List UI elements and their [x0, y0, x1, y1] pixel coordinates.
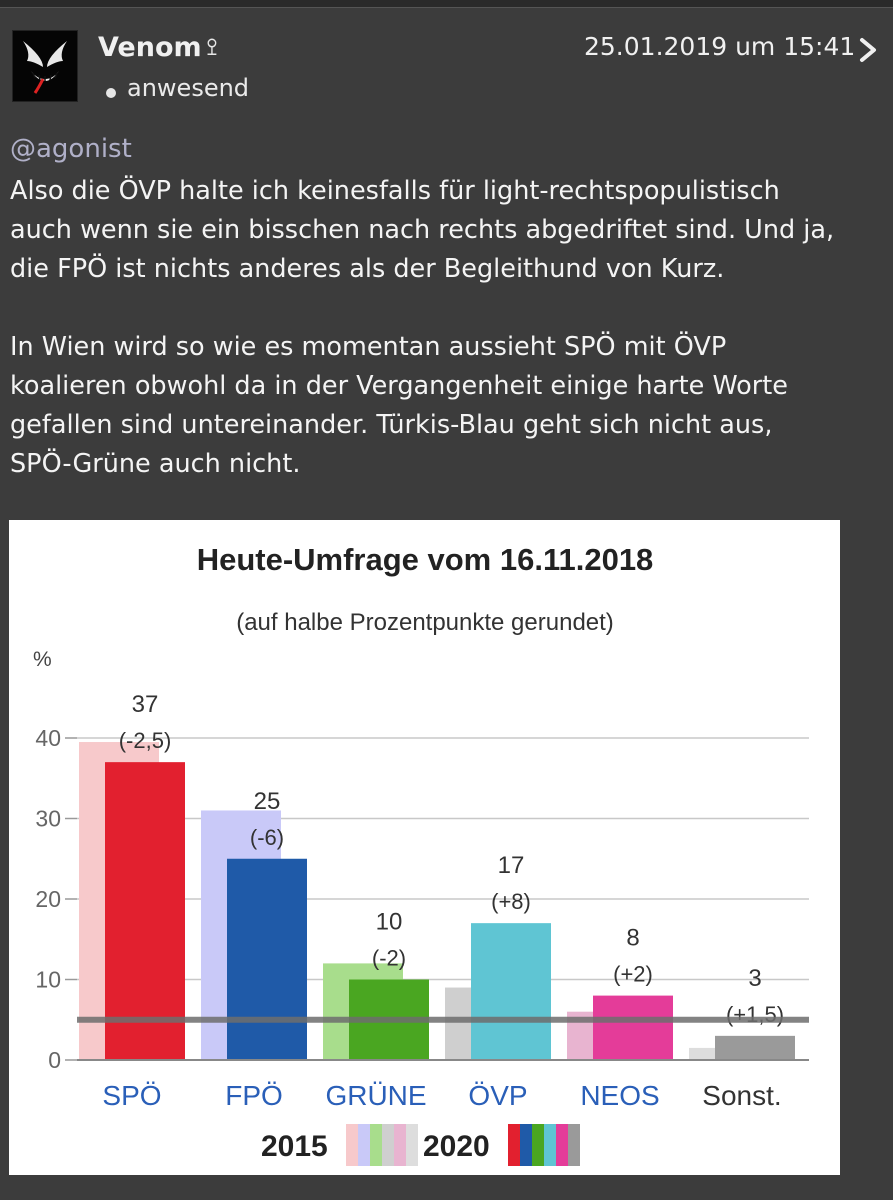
post-timestamp: 25.01.2019 um 15:41 — [584, 32, 856, 61]
y-tick-label: 30 — [35, 806, 61, 832]
bar-2020 — [593, 995, 673, 1060]
legend-2020-label: 2020 — [423, 1130, 490, 1163]
y-tick-label: 20 — [35, 886, 61, 912]
forum-post: Venom ꔌ anwesend 25.01.2019 um 15:41 @ag… — [0, 8, 893, 1200]
bar-2020 — [105, 762, 185, 1060]
value-label: 37 — [132, 691, 159, 718]
chart-title: Heute-Umfrage vom 16.11.2018 — [197, 542, 654, 577]
body-line: die FPÖ ist nichts anderes als der Begle… — [10, 254, 725, 284]
value-label: 17 — [498, 852, 525, 879]
body-line: koalieren obwohl da in der Vergangenheit… — [10, 371, 788, 401]
value-label: 8 — [626, 925, 639, 952]
category-label: SPÖ — [102, 1080, 161, 1111]
mention-link[interactable]: @agonist — [10, 134, 132, 164]
legend-2020-swatch — [532, 1124, 544, 1166]
change-label: (+8) — [491, 889, 531, 914]
user-badge-icon: ꔌ — [206, 36, 218, 61]
body-line: Also die ÖVP halte ich keinesfalls für l… — [10, 176, 780, 206]
legend-2015-swatch — [358, 1124, 370, 1166]
poll-chart: Heute-Umfrage vom 16.11.2018 (auf halbe P… — [33, 542, 809, 1166]
bar-2020 — [715, 1035, 795, 1060]
category-label: FPÖ — [225, 1080, 283, 1111]
value-label: 3 — [748, 965, 761, 992]
y-tick-label: 0 — [48, 1047, 61, 1073]
legend-2015-swatch — [382, 1124, 394, 1166]
user-avatar[interactable] — [12, 30, 78, 102]
bar-2020 — [471, 923, 551, 1060]
value-label: 25 — [254, 788, 281, 815]
y-tick-label: 10 — [35, 967, 61, 993]
change-label: (+1,5) — [726, 1002, 784, 1027]
legend-2020-swatch — [544, 1124, 556, 1166]
legend-2020-swatch — [568, 1124, 580, 1166]
venom-avatar-icon — [23, 41, 67, 94]
poll-chart-image[interactable]: Heute-Umfrage vom 16.11.2018 (auf halbe P… — [9, 520, 840, 1175]
chart-subtitle: (auf halbe Prozentpunkte gerundet) — [236, 609, 614, 636]
y-tick-label: 40 — [35, 725, 61, 751]
body-line: gefallen sind untereinander. Türkis-Blau… — [10, 410, 773, 440]
legend-2015-label: 2015 — [261, 1130, 328, 1163]
category-label: ÖVP — [468, 1080, 527, 1111]
change-label: (+2) — [613, 962, 653, 987]
body-line: In Wien wird so wie es momentan aussieht… — [10, 332, 727, 362]
legend-2015-swatch — [370, 1124, 382, 1166]
online-status: anwesend — [127, 74, 250, 102]
chevron-right-icon[interactable] — [856, 36, 880, 64]
legend-2020-swatch — [520, 1124, 532, 1166]
legend-2020-swatch — [508, 1124, 520, 1166]
body-line: auch wenn sie ein bisschen nach rechts a… — [10, 215, 835, 245]
legend-2015-swatch — [406, 1124, 418, 1166]
category-label: Sonst. — [702, 1080, 781, 1111]
y-axis-label: % — [33, 648, 52, 671]
change-label: (-2) — [372, 946, 406, 971]
category-label: NEOS — [580, 1080, 659, 1111]
bar-2020 — [227, 858, 307, 1060]
username[interactable]: Venom — [98, 32, 202, 63]
legend-2020-swatch — [556, 1124, 568, 1166]
post-body: Also die ÖVP halte ich keinesfalls für l… — [10, 172, 886, 484]
legend-2015-swatch — [394, 1124, 406, 1166]
top-divider — [0, 0, 893, 8]
change-label: (-6) — [250, 825, 284, 850]
dot-icon — [106, 88, 116, 98]
legend-2015-swatch — [346, 1124, 358, 1166]
value-label: 10 — [376, 909, 403, 936]
category-label: GRÜNE — [325, 1080, 426, 1111]
change-label: (-2,5) — [119, 728, 172, 753]
body-line: SPÖ-Grüne auch nicht. — [10, 449, 301, 479]
